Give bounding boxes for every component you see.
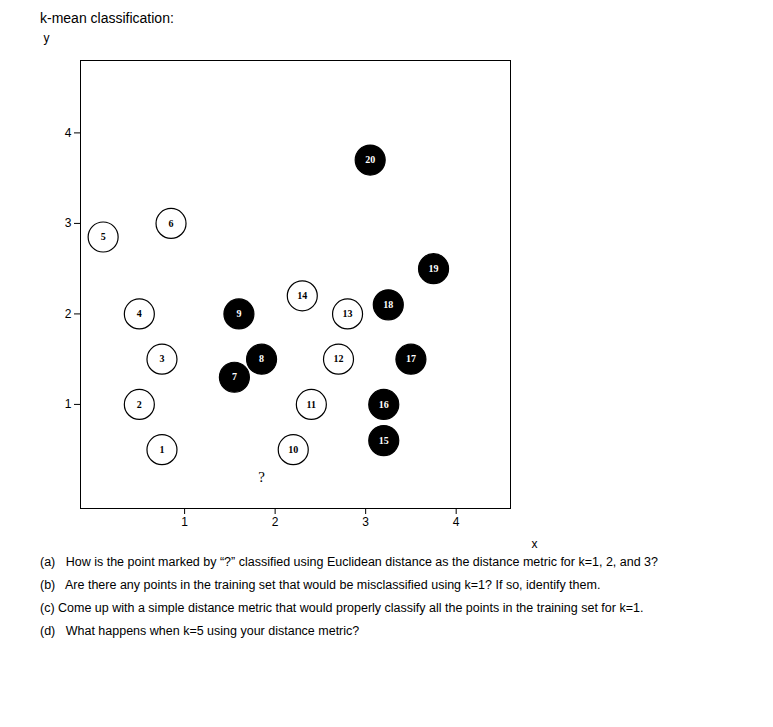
svg-text:3: 3 [159,353,164,364]
svg-text:4: 4 [65,126,72,140]
svg-text:x: x [532,537,538,551]
svg-text:2: 2 [137,399,142,410]
svg-text:8: 8 [259,353,264,364]
svg-text:9: 9 [236,308,241,319]
html-text:(d) What happens when k=5 usin: (d) What happens when k=5 using your dis… [40,623,360,638]
html-text:(b) Are there any points in th: (b) Are there any points in the training… [40,577,601,592]
svg-text:18: 18 [383,299,393,310]
svg-text:16: 16 [379,399,389,410]
svg-text:6: 6 [169,218,174,229]
svg-text:5: 5 [101,231,106,242]
svg-text:11: 11 [307,399,316,410]
svg-text:1: 1 [181,515,188,529]
svg-text:y: y [44,31,50,45]
svg-text:3: 3 [65,216,72,230]
svg-text:17: 17 [406,353,416,364]
svg-text:4: 4 [137,308,142,319]
html-text:k-mean classification:: k-mean classification: [40,10,174,26]
svg-text:3: 3 [362,515,369,529]
html-text:(c) Come up with a simple dist: (c) Come up with a simple distance metri… [40,600,644,615]
svg-text:12: 12 [334,353,344,364]
svg-text:7: 7 [232,371,237,382]
svg-text:1: 1 [159,444,164,455]
svg-text:2: 2 [272,515,279,529]
svg-text:4: 4 [453,515,460,529]
svg-text:14: 14 [297,290,307,301]
svg-text:19: 19 [429,263,439,274]
svg-text:15: 15 [379,435,389,446]
svg-text:1: 1 [65,397,72,411]
svg-text:?: ? [258,469,265,485]
svg-text:13: 13 [343,308,353,319]
svg-text:10: 10 [288,444,298,455]
svg-text:2: 2 [65,307,72,321]
html-text:(a) How is the point marked by: (a) How is the point marked by “?” class… [40,555,658,569]
svg-text:20: 20 [365,154,375,165]
